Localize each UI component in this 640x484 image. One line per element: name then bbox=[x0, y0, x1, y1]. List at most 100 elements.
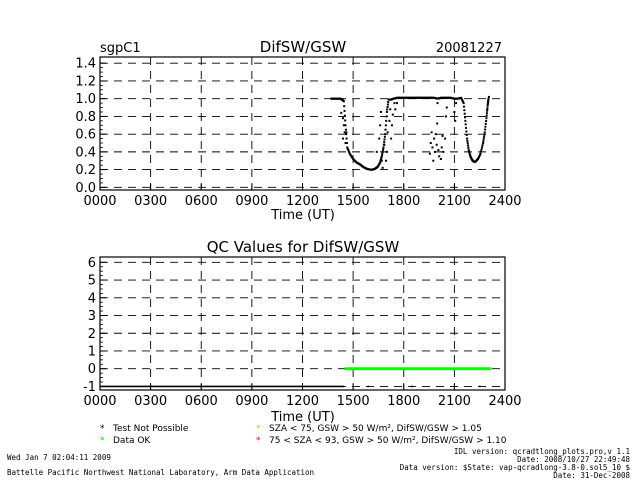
data-point bbox=[348, 152, 351, 155]
data-point bbox=[383, 143, 386, 146]
data-point bbox=[394, 108, 397, 111]
data-point bbox=[350, 154, 353, 157]
data-point bbox=[481, 146, 484, 149]
data-point bbox=[342, 117, 344, 120]
data-point bbox=[343, 114, 346, 117]
data-point bbox=[477, 156, 480, 159]
data-point bbox=[439, 157, 442, 160]
data-point bbox=[478, 155, 481, 158]
data-point bbox=[440, 146, 443, 149]
lab-credit: Battelle Pacific Northwest National Labo… bbox=[7, 468, 314, 477]
data-point bbox=[428, 152, 431, 155]
data-point bbox=[467, 149, 470, 152]
data-point bbox=[340, 111, 343, 114]
data-point bbox=[381, 153, 384, 156]
data-point bbox=[432, 159, 435, 162]
data-point bbox=[466, 137, 469, 140]
data-point bbox=[487, 97, 490, 100]
data-point bbox=[467, 146, 470, 149]
data-point bbox=[486, 109, 489, 112]
data-point bbox=[485, 112, 488, 115]
data-point bbox=[435, 143, 438, 146]
chart2-ytick-label: -1 bbox=[83, 380, 96, 395]
data-point bbox=[343, 131, 346, 134]
data-point bbox=[465, 130, 468, 133]
legend-label: 75 < SZA < 93, GSW > 50 W/m², DifSW/GSW … bbox=[269, 436, 507, 446]
data-point bbox=[480, 148, 483, 151]
data-point bbox=[442, 150, 445, 153]
data-point bbox=[465, 134, 468, 137]
data-point bbox=[342, 137, 344, 140]
data-point bbox=[462, 102, 465, 105]
data-point bbox=[482, 142, 485, 145]
data-point bbox=[486, 107, 489, 110]
data-point bbox=[385, 115, 388, 118]
chart1-xtick-label: 0600 bbox=[185, 194, 218, 209]
data-point bbox=[380, 157, 383, 160]
data-point bbox=[460, 97, 463, 100]
chart1-ytick-label: 1.0 bbox=[75, 92, 96, 107]
chart2-ytick-label: 6 bbox=[88, 256, 96, 271]
legend-item-sza-75-93: * 75 < SZA < 93, GSW > 50 W/m², DifSW/GS… bbox=[256, 436, 507, 446]
data-point bbox=[390, 137, 393, 140]
data-point bbox=[344, 142, 347, 145]
data-point bbox=[385, 150, 388, 153]
data-point bbox=[487, 95, 490, 98]
data-point bbox=[464, 123, 467, 126]
data-point bbox=[383, 141, 386, 144]
chart1-xtick-label: 0900 bbox=[235, 194, 268, 209]
data-point bbox=[453, 110, 456, 113]
chart2-title: QC Values for DifSW/GSW bbox=[207, 238, 400, 256]
data-point bbox=[466, 139, 469, 142]
data-point bbox=[484, 122, 487, 125]
chart1-xlabel: Time (UT) bbox=[270, 208, 335, 223]
data-point bbox=[431, 146, 434, 149]
data-point bbox=[379, 161, 382, 164]
data-point bbox=[464, 119, 467, 122]
chart2-xtick-label: 2400 bbox=[488, 394, 521, 409]
legend-item-data-ok: * Data OK bbox=[100, 436, 151, 446]
data-point bbox=[485, 117, 488, 120]
data-point bbox=[486, 103, 489, 106]
data-point bbox=[463, 112, 466, 115]
data-point bbox=[436, 102, 439, 105]
chart2-xtick-label: 0600 bbox=[185, 394, 218, 409]
data-point bbox=[468, 151, 471, 154]
data-point bbox=[389, 108, 392, 111]
site-label: sgpC1 bbox=[100, 41, 141, 56]
data-point bbox=[462, 105, 465, 108]
data-point bbox=[486, 108, 489, 111]
chart1-ytick-label: 0.4 bbox=[75, 145, 96, 160]
data-point bbox=[482, 139, 485, 142]
data-point bbox=[380, 156, 383, 159]
qc-values-plot: -1 0 1 2 3 4 5 6 0000 0300 0600 0900 1200 1500 1800 21… bbox=[83, 256, 522, 409]
data-point bbox=[385, 110, 388, 113]
data-point bbox=[351, 156, 354, 159]
data-point bbox=[343, 109, 346, 112]
legend-label: Data OK bbox=[113, 436, 151, 446]
data-point bbox=[463, 109, 466, 112]
idl-version: IDL version: qcradtlong_plots.pro,v 1.1 bbox=[454, 447, 630, 456]
chart2-ytick-label: 0 bbox=[88, 362, 96, 377]
chart1-xtick-label: 2100 bbox=[438, 194, 471, 209]
data-point bbox=[396, 102, 398, 105]
data-point bbox=[386, 106, 389, 109]
data-point bbox=[393, 102, 396, 105]
data-point bbox=[390, 124, 393, 127]
data-point bbox=[479, 153, 482, 156]
data-point bbox=[375, 150, 378, 153]
data-point bbox=[434, 133, 437, 136]
data-point bbox=[478, 154, 481, 157]
data-point bbox=[342, 124, 345, 127]
data-point bbox=[482, 137, 485, 140]
data-point bbox=[444, 115, 447, 118]
date-label: 20081227 bbox=[436, 41, 502, 56]
data-point bbox=[455, 102, 458, 105]
data-point bbox=[345, 131, 348, 134]
chart1-ytick-label: 0.2 bbox=[75, 163, 96, 178]
data-point bbox=[382, 148, 385, 151]
data-point bbox=[347, 150, 350, 153]
legend-item-test-not-possible: * Test Not Possible bbox=[100, 424, 189, 434]
data-point bbox=[444, 137, 447, 140]
chart1-ytick-label: 1.2 bbox=[75, 74, 96, 89]
